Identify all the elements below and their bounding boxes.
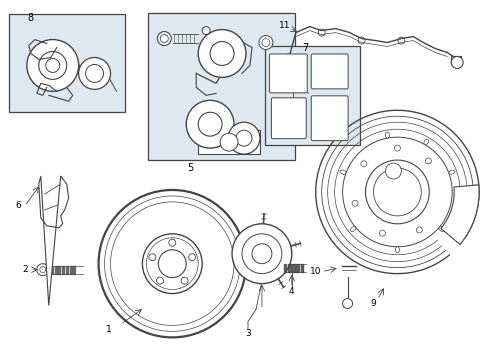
Circle shape: [360, 161, 366, 167]
Text: 8: 8: [28, 13, 34, 23]
Circle shape: [27, 40, 79, 91]
Circle shape: [148, 254, 156, 261]
Circle shape: [85, 64, 103, 82]
Circle shape: [40, 267, 46, 273]
Circle shape: [259, 36, 272, 50]
Circle shape: [394, 145, 400, 151]
FancyBboxPatch shape: [310, 96, 347, 141]
Circle shape: [365, 160, 428, 224]
Circle shape: [99, 190, 245, 337]
Ellipse shape: [438, 227, 444, 231]
Text: 3: 3: [244, 329, 250, 338]
Circle shape: [181, 277, 188, 284]
Text: 5: 5: [187, 163, 193, 173]
Circle shape: [79, 58, 110, 89]
Circle shape: [262, 39, 269, 46]
Ellipse shape: [423, 139, 427, 145]
Circle shape: [373, 168, 421, 216]
Circle shape: [202, 27, 210, 35]
Circle shape: [158, 250, 186, 278]
Circle shape: [236, 130, 251, 146]
Circle shape: [210, 41, 234, 66]
Bar: [264, 45, 359, 145]
Ellipse shape: [350, 227, 355, 231]
Bar: [377, 164, 408, 186]
Text: 9: 9: [370, 299, 376, 308]
Circle shape: [37, 264, 49, 276]
FancyBboxPatch shape: [269, 54, 306, 93]
Bar: [450, 57, 460, 64]
FancyBboxPatch shape: [310, 54, 347, 89]
Circle shape: [251, 244, 271, 264]
Wedge shape: [440, 185, 478, 244]
Circle shape: [397, 37, 404, 44]
FancyBboxPatch shape: [271, 98, 305, 139]
Circle shape: [160, 35, 168, 42]
Circle shape: [39, 51, 66, 80]
Circle shape: [227, 122, 260, 154]
Text: 2: 2: [22, 265, 28, 274]
Ellipse shape: [340, 170, 346, 174]
Circle shape: [242, 234, 281, 274]
Text: 1: 1: [105, 325, 111, 334]
Bar: [198, 130, 260, 154]
Circle shape: [318, 29, 325, 36]
Circle shape: [168, 239, 175, 246]
Circle shape: [188, 254, 195, 261]
Circle shape: [157, 32, 171, 45]
Ellipse shape: [385, 132, 388, 138]
Text: 4: 4: [288, 287, 294, 296]
Ellipse shape: [448, 170, 454, 174]
Polygon shape: [39, 176, 68, 306]
Circle shape: [342, 137, 451, 247]
Circle shape: [198, 30, 245, 77]
Circle shape: [385, 163, 401, 179]
Circle shape: [186, 100, 234, 148]
Circle shape: [156, 277, 163, 284]
Bar: [148, 13, 294, 160]
Circle shape: [425, 158, 430, 164]
Circle shape: [220, 133, 238, 151]
Circle shape: [379, 230, 385, 236]
Text: 6: 6: [15, 201, 20, 210]
Circle shape: [450, 57, 462, 68]
Text: 11: 11: [279, 21, 290, 30]
Circle shape: [198, 112, 222, 136]
Circle shape: [46, 58, 60, 72]
Circle shape: [142, 234, 202, 293]
Text: 7: 7: [302, 42, 308, 53]
Circle shape: [351, 200, 357, 206]
Circle shape: [415, 227, 422, 233]
Ellipse shape: [395, 247, 399, 253]
Circle shape: [232, 224, 291, 284]
Circle shape: [357, 37, 364, 44]
Circle shape: [342, 298, 352, 309]
Text: 10: 10: [309, 267, 321, 276]
Circle shape: [146, 238, 198, 289]
Bar: [9, 14, 125, 112]
